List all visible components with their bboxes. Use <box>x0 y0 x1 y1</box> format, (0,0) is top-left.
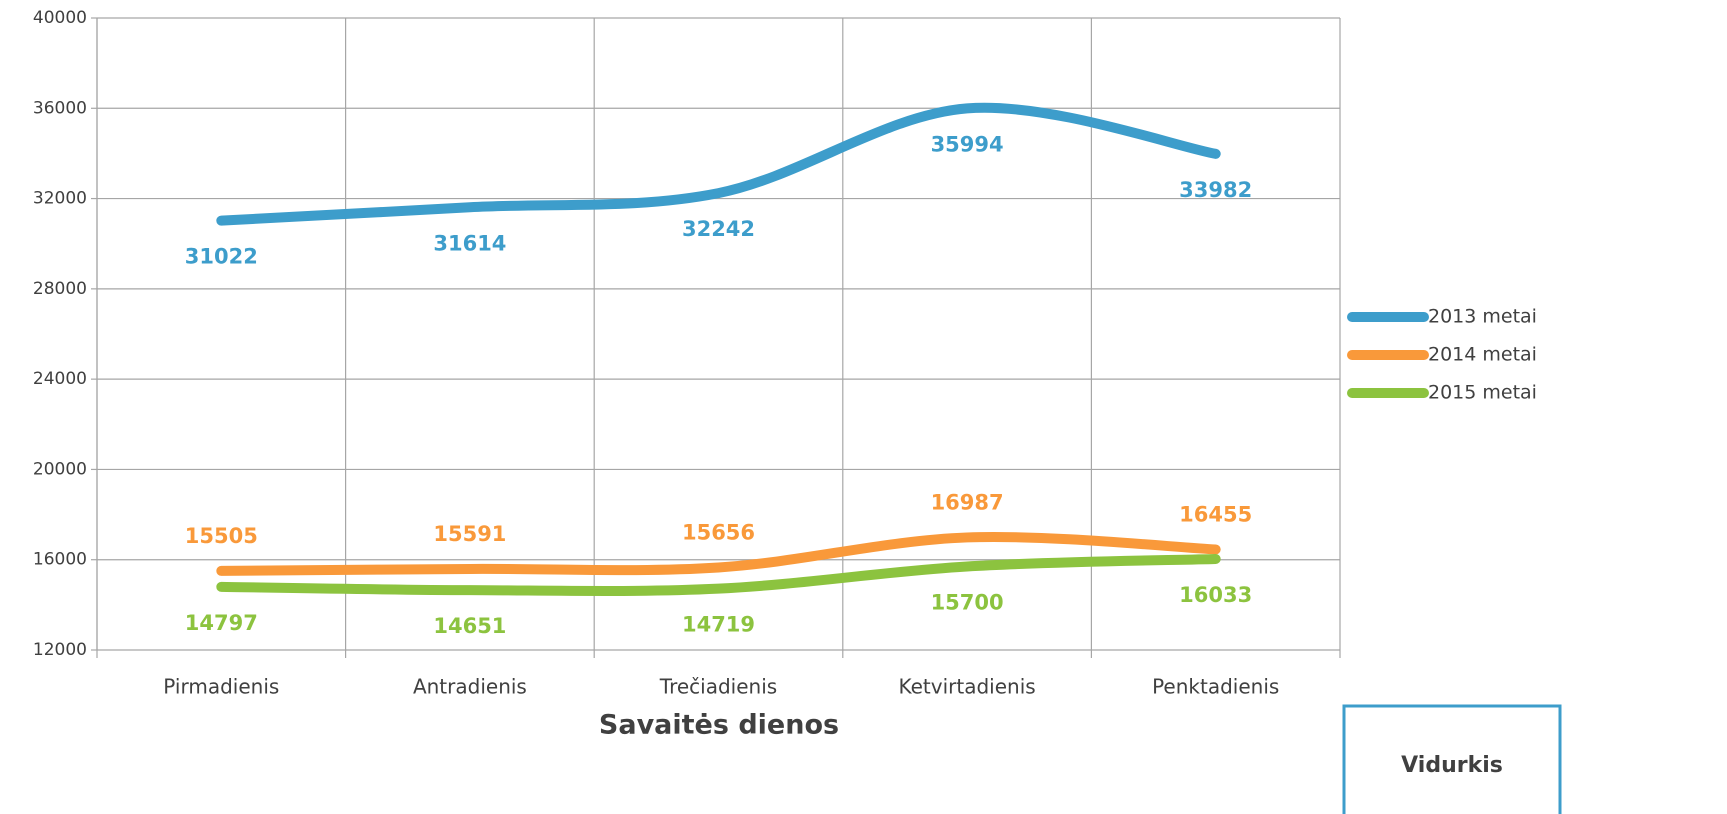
x-axis-title: Savaitės dienos <box>599 710 839 741</box>
summary-box-title: Vidurkis <box>1401 753 1503 778</box>
data-label: 14719 <box>682 613 755 637</box>
data-label: 31614 <box>433 231 506 255</box>
y-tick-label: 32000 <box>33 189 87 209</box>
y-tick-label: 36000 <box>33 98 87 118</box>
data-label: 32242 <box>682 217 755 241</box>
data-label: 16033 <box>1179 583 1252 607</box>
summary-box <box>1342 704 1562 814</box>
data-label: 15700 <box>931 590 1004 614</box>
data-label: 16455 <box>1179 502 1252 526</box>
y-tick-label: 40000 <box>33 8 87 28</box>
data-label: 15505 <box>185 524 258 548</box>
legend-label: 2013 metai <box>1428 306 1537 328</box>
data-label: 16987 <box>931 490 1004 514</box>
data-label: 33982 <box>1179 178 1252 202</box>
series-line <box>216 553 1221 596</box>
y-tick-label: 16000 <box>33 550 87 570</box>
data-label: 35994 <box>931 132 1004 156</box>
data-label: 15591 <box>433 522 506 546</box>
y-tick-label: 20000 <box>33 459 87 479</box>
x-tick-label: Ketvirtadienis <box>899 675 1036 699</box>
x-tick-label: Antradienis <box>413 675 527 699</box>
y-tick-label: 24000 <box>33 369 87 389</box>
x-tick-label: Penktadienis <box>1152 675 1279 699</box>
x-tick-label: Pirmadienis <box>163 675 279 699</box>
x-tick-label: Trečiadienis <box>659 675 777 699</box>
series-line <box>216 102 1221 226</box>
legend-label: 2014 metai <box>1428 344 1537 366</box>
data-label: 14797 <box>185 611 258 635</box>
series-line <box>216 532 1221 576</box>
data-label: 14651 <box>433 614 506 638</box>
legend-label: 2015 metai <box>1428 382 1537 404</box>
y-tick-label: 12000 <box>33 640 87 660</box>
data-label: 31022 <box>185 245 258 269</box>
data-label: 15656 <box>682 520 755 544</box>
y-tick-label: 28000 <box>33 279 87 299</box>
